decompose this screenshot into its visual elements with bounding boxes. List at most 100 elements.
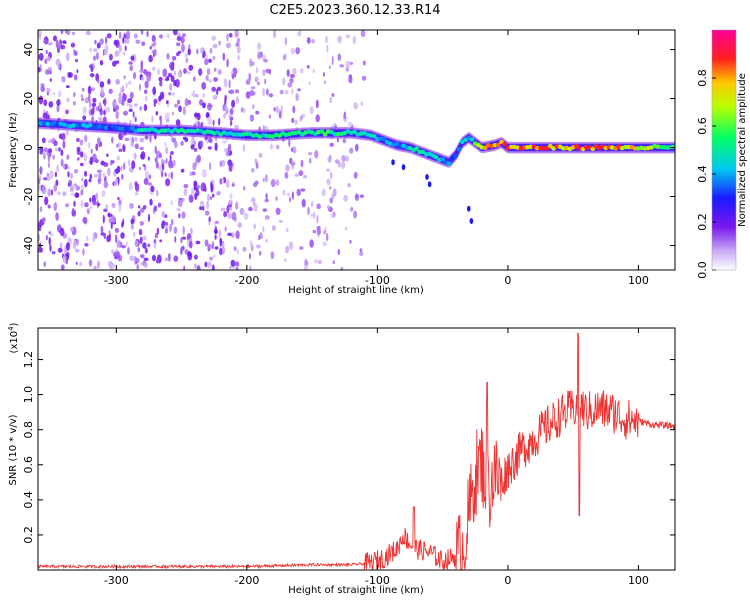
spectrogram-noise-blob — [49, 170, 54, 179]
spectrogram-noise-blob — [67, 171, 70, 178]
spectrogram-noise-blob — [251, 168, 255, 173]
spectrogram-noise-blob — [207, 243, 212, 250]
spectrogram-noise-blob — [128, 108, 133, 112]
ridge-peak — [381, 136, 387, 142]
ridge-peak — [446, 161, 452, 166]
spectrogram-noise-blob — [352, 35, 357, 45]
spectrogram-noise-blob — [344, 155, 350, 162]
spectrogram-noise-blob — [79, 139, 84, 146]
spectrogram-noise-blob — [194, 192, 198, 200]
spectrogram-noise-blob — [139, 221, 144, 226]
spectrogram-noise-blob — [129, 255, 135, 262]
ridge-stray — [469, 218, 474, 225]
spectrogram-noise-blob — [243, 212, 249, 220]
spectrogram-noise-blob — [298, 170, 304, 177]
spectrogram-noise-blob — [52, 92, 56, 96]
spectrogram-noise-blob — [284, 37, 288, 46]
spectrogram-noise-blob — [306, 37, 311, 44]
spectrogram-noise-blob — [349, 239, 352, 244]
spectrogram-noise-blob — [279, 89, 284, 95]
spectrogram-noise-blob — [121, 173, 124, 180]
spectrogram-noise-blob — [211, 87, 217, 92]
spectrogram-noise-blob — [294, 173, 300, 177]
spectrogram-noise-blob — [202, 205, 205, 211]
spectrogram-noise-blob — [245, 91, 251, 99]
spectrogram-noise-blob — [122, 144, 126, 153]
spectrogram-noise-blob — [165, 157, 168, 164]
spectrogram-noise-blob — [228, 114, 232, 118]
spectrogram-noise-blob — [222, 52, 226, 61]
spectrogram-noise-blob — [97, 177, 102, 185]
spectrogram-noise-blob — [243, 107, 246, 113]
spectrogram-noise-blob — [240, 107, 244, 113]
spectrogram-noise-blob — [105, 36, 108, 45]
spectrogram-noise-blob — [205, 203, 210, 209]
spectrogram-noise-blob — [129, 91, 134, 99]
spectrogram-noise-blob — [284, 258, 287, 263]
spectrogram-noise-blob — [127, 98, 133, 103]
spectrogram-noise-blob — [66, 242, 70, 251]
spectrogram-noise-blob — [113, 39, 118, 46]
spectrogram-noise-blob — [178, 105, 182, 113]
ridge-peak — [97, 124, 103, 129]
spectrogram-noise-blob — [103, 208, 108, 212]
spectrogram-noise-blob — [68, 166, 71, 170]
spectrogram-noise-blob — [155, 258, 160, 264]
spectrogram-noise-blob — [132, 111, 135, 118]
spectrogram-noise-blob — [147, 156, 150, 161]
spectrogram-noise-blob — [43, 99, 48, 107]
spectrogram-noise-blob — [289, 74, 295, 78]
spectrogram-noise-blob — [170, 200, 173, 206]
spectrogram-y-axis-label: Frequency (Hz) — [8, 112, 19, 188]
ridge-peak — [671, 144, 675, 149]
spectrogram-noise-blob — [230, 259, 236, 267]
spectrogram-noise-blob — [114, 227, 119, 234]
spectrogram-noise-blob — [229, 108, 234, 116]
spectrogram-noise-blob — [120, 165, 123, 172]
spectrogram-noise-blob — [153, 205, 158, 212]
spectrogram-noise-blob — [83, 178, 88, 188]
spectrogram-noise-blob — [43, 39, 48, 44]
spectrogram-noise-blob — [122, 51, 126, 56]
spectrogram-noise-blob — [132, 231, 136, 237]
spectrogram-noise-blob — [153, 242, 157, 249]
spectrogram-noise-blob — [180, 35, 185, 44]
spectrogram-noise-blob — [168, 161, 174, 169]
spectrogram-noise-blob — [213, 77, 218, 82]
spectrogram-noise-blob — [45, 69, 50, 75]
spectrogram-noise-blob — [202, 102, 206, 109]
spectrogram-noise-blob — [233, 246, 237, 252]
spectrogram-noise-blob — [196, 265, 201, 270]
spectrogram-noise-blob — [149, 45, 153, 50]
spectrogram-noise-blob — [222, 140, 227, 144]
spectrogram-noise-blob — [142, 242, 147, 249]
spectrogram-noise-blob — [285, 227, 289, 233]
spectrogram-noise-blob — [97, 78, 100, 84]
spectrogram-noise-blob — [196, 48, 199, 55]
spectrogram-noise-blob — [61, 76, 66, 80]
spectrogram-noise-blob — [138, 166, 142, 171]
spectrogram-noise-blob — [108, 53, 113, 61]
spectrogram-noise-blob — [82, 115, 87, 121]
spectrogram-noise-blob — [66, 30, 71, 36]
spectrogram-noise-blob — [183, 188, 188, 196]
spectrogram-noise-blob — [217, 69, 222, 75]
spectrogram-noise-blob — [92, 200, 97, 206]
spectrogram-noise-blob — [229, 120, 233, 127]
spectrogram-noise-blob — [134, 137, 138, 142]
spectrogram-noise-blob — [231, 232, 234, 239]
spectrogram-noise-blob — [89, 205, 93, 210]
spectrogram-noise-blob — [173, 255, 179, 262]
spectrogram-noise-blob — [151, 34, 156, 43]
spectrogram-noise-blob — [108, 88, 113, 95]
spectrogram-noise-blob — [106, 33, 112, 39]
spectrogram-noise-blob — [182, 136, 187, 141]
spectrogram-noise-blob — [297, 88, 301, 92]
ridge-peak — [322, 132, 328, 137]
figure-title: C2E5.2023.360.12.33.R14 — [269, 3, 440, 18]
spectrogram-noise-blob — [291, 191, 295, 200]
spectrogram-noise-blob — [148, 54, 153, 63]
ridge-peak — [433, 155, 439, 160]
spectrogram-noise-blob — [331, 55, 334, 65]
spectrogram-noise-blob — [155, 161, 160, 169]
